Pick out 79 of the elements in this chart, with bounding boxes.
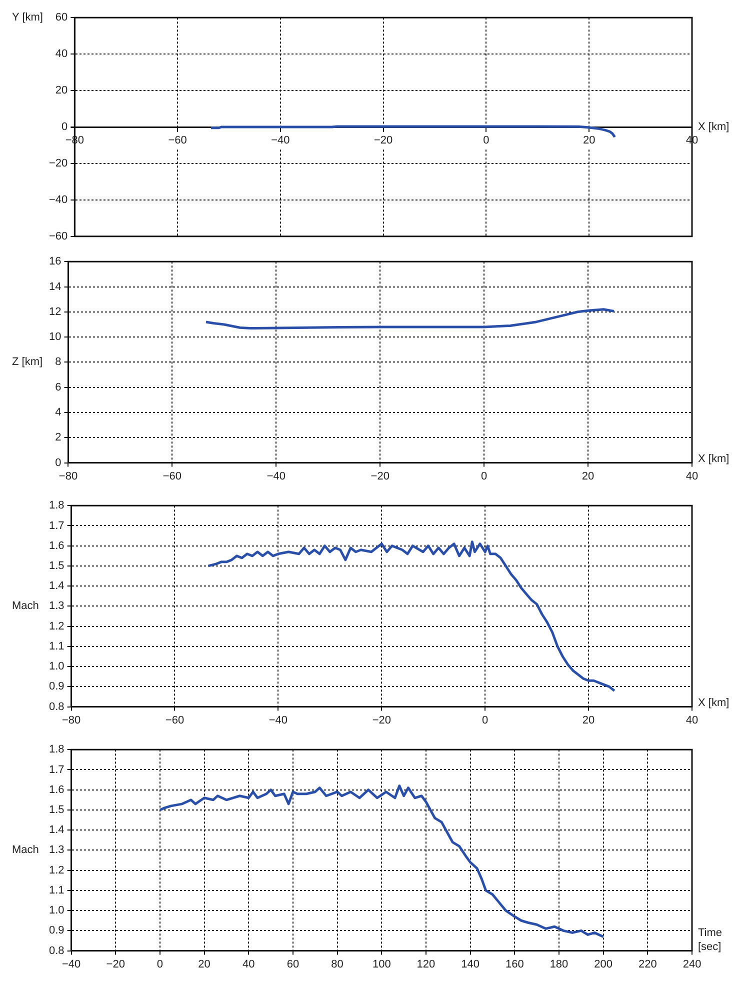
y-tick-label: 12: [48, 306, 62, 318]
y-tick-label: −40: [48, 194, 68, 206]
y-tick-label: 4: [55, 406, 62, 419]
y-axis-title: Y [km]: [12, 12, 43, 24]
y-tick-label: 10: [48, 331, 62, 344]
x-tick-label: 120: [416, 958, 436, 970]
y-tick-label: 1.6: [48, 540, 64, 552]
x-tick-label: −20: [106, 958, 125, 970]
x-tick-label: 0: [156, 958, 164, 970]
y-tick-label: 1.5: [48, 804, 64, 816]
y-tick-label: −60: [48, 230, 68, 242]
x-tick-label: 140: [461, 958, 480, 970]
x-tick-label: 0: [482, 714, 488, 726]
y-tick-label: 1.2: [48, 864, 64, 876]
y-tick-label: 1.4: [48, 824, 64, 836]
y-tick-label: 0.8: [48, 700, 64, 713]
x-tick-label: 180: [550, 958, 568, 970]
y-tick-label: 0.8: [48, 944, 64, 957]
y-tick-label: 1.4: [48, 580, 64, 592]
y-tick-label: 1.8: [48, 744, 64, 756]
y-tick-label: 1.7: [48, 520, 64, 532]
y-tick-label: 1.1: [48, 640, 64, 652]
y-tick-label: 60: [55, 12, 68, 24]
x-tick-label: 20: [582, 134, 596, 147]
x-tick-label: −80: [58, 470, 78, 482]
x-tick-label: 0: [483, 134, 490, 147]
y-tick-label: 0.9: [48, 680, 64, 693]
y-tick-label: 6: [55, 381, 62, 394]
y-tick-label: 1.6: [48, 784, 64, 796]
y-tick-label: 40: [55, 48, 68, 60]
x-tick-label: −40: [266, 470, 286, 482]
x-tick-label: −60: [162, 470, 182, 482]
y-tick-label: 1.3: [48, 600, 64, 612]
y-tick-label: 0.9: [48, 924, 64, 937]
y-tick-label: 1.7: [48, 764, 64, 776]
x-tick-label: 240: [682, 958, 702, 970]
x-axis-title: X [km]: [698, 452, 730, 465]
x-tick-label: 40: [686, 714, 698, 726]
y-tick-label: 1.2: [48, 620, 64, 632]
y-tick-label: 0: [62, 121, 68, 134]
y-tick-label: 2: [55, 432, 62, 444]
x-tick-label: −80: [62, 714, 81, 726]
x-tick-label: −20: [372, 714, 391, 726]
y-tick-label: 1.3: [48, 844, 64, 856]
x-tick-label: 40: [242, 958, 255, 970]
y-tick-label: 1.1: [48, 884, 64, 896]
x-tick-label: −20: [370, 470, 390, 482]
y-tick-label: 1.5: [48, 560, 64, 572]
y-tick-label: 8: [55, 356, 62, 368]
x-tick-label: 0: [481, 470, 488, 482]
y-tick-label: 1.8: [48, 500, 64, 512]
x-tick-label: 160: [505, 958, 524, 970]
x-tick-label: 40: [686, 470, 698, 482]
y-tick-label: −20: [48, 158, 68, 170]
x-tick-label: 100: [372, 958, 391, 970]
x-axis-title: Time [sec]: [698, 926, 722, 953]
y-axis-title: Mach: [12, 844, 39, 856]
x-tick-label: −40: [271, 134, 290, 147]
y-tick-label: 0: [55, 456, 62, 469]
x-tick-label: 20: [582, 470, 594, 482]
y-tick-label: 1.0: [48, 904, 64, 917]
x-tick-label: 60: [286, 958, 300, 970]
y-axis-title: Z [km]: [12, 356, 43, 368]
x-tick-label: −20: [374, 134, 393, 147]
y-tick-label: 14: [48, 280, 62, 293]
x-tick-label: 20: [582, 714, 595, 726]
x-tick-label: 20: [198, 958, 210, 970]
x-tick-label: 200: [594, 958, 613, 970]
y-axis-title: Mach: [12, 600, 39, 612]
x-tick-label: −40: [268, 714, 288, 726]
y-tick-label: 20: [55, 84, 68, 97]
y-tick-label: 1.0: [48, 660, 64, 673]
y-tick-label: 16: [48, 256, 62, 268]
x-axis-title: X [km]: [698, 121, 730, 134]
x-axis-title: X [km]: [698, 696, 730, 709]
x-tick-label: 80: [331, 958, 344, 970]
x-tick-label: −60: [165, 714, 184, 726]
x-tick-label: −60: [168, 134, 187, 147]
x-tick-label: 220: [638, 958, 657, 970]
